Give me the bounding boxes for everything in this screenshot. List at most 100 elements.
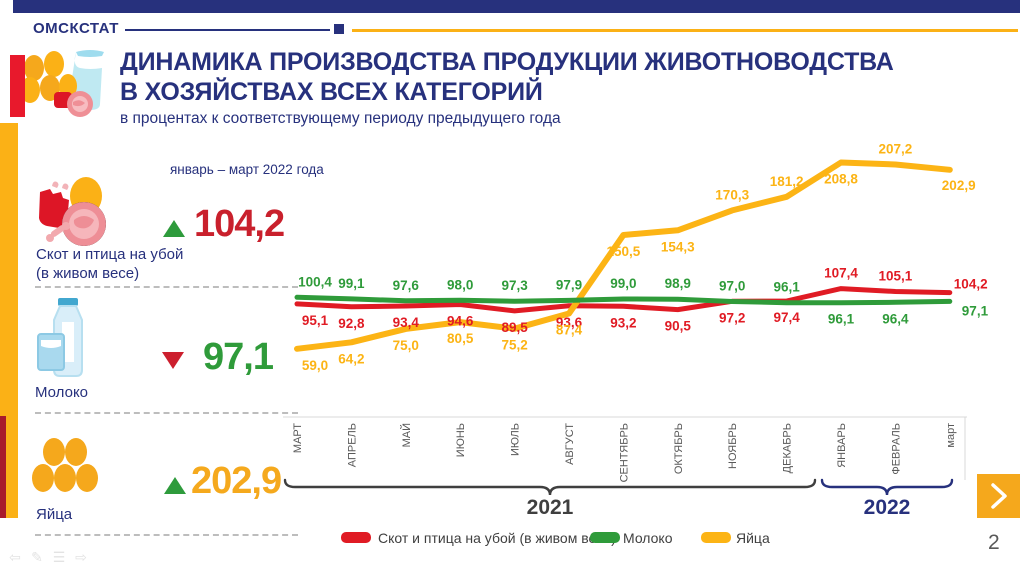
legend-label-meat: Скот и птица на убой (в живом весе) <box>378 530 616 546</box>
data-label-series1: 97,3 <box>501 278 528 293</box>
data-label-series2: 87,4 <box>556 323 583 338</box>
separator-dashed-3 <box>35 534 298 536</box>
series-line-0 <box>294 286 953 314</box>
kpi-milk-down-arrow-icon <box>162 352 184 369</box>
left-accent-darkred <box>0 416 6 518</box>
menu-icon[interactable]: ☰ <box>52 549 66 565</box>
presenter-controls: ⇦ ✎ ☰ ⇨ <box>8 549 88 566</box>
data-label-series1: 96,4 <box>882 311 909 326</box>
month-label: МАРТ <box>292 423 304 453</box>
data-label-series1: 99,0 <box>610 276 636 291</box>
data-label-series2: 64,2 <box>338 351 364 366</box>
data-label-series0: 95,1 <box>302 313 329 328</box>
slide-title-line1: ДИНАМИКА ПРОИЗВОДСТВА ПРОДУКЦИИ ЖИВОТНОВ… <box>120 48 894 76</box>
data-label-series0: 90,5 <box>665 319 692 334</box>
kpi-meat-label: Скот и птица на убой (в живом весе) <box>36 246 184 282</box>
data-label-series1: 98,0 <box>447 277 473 292</box>
separator-dashed-1 <box>35 286 298 288</box>
meat-icon <box>30 176 112 253</box>
data-label-series0: 93,6 <box>556 315 583 330</box>
milk-icon <box>36 296 94 389</box>
data-label-series0: 93,4 <box>393 315 420 330</box>
series-line-2 <box>294 159 953 352</box>
month-label: ДЕКАБРЬ <box>782 423 794 473</box>
data-label-series0: 107,4 <box>824 266 858 281</box>
data-label-series2: 207,2 <box>879 142 913 157</box>
data-label-series0: 94,6 <box>447 314 474 329</box>
data-label-series1: 97,1 <box>962 303 989 318</box>
line-chart: 95,1 92,8 93,4 94,6 89,5 93,6 93,2 90,5 97,2 97,4… <box>283 142 989 519</box>
data-label-series0: 104,2 <box>954 277 988 292</box>
eggs-icon <box>32 436 98 501</box>
food-products-icon <box>18 44 110 125</box>
month-label: МАЙ <box>400 423 413 447</box>
header-divider-orange <box>352 29 1018 32</box>
data-label-series1: 99,1 <box>338 276 365 291</box>
month-label: ИЮНЬ <box>455 423 467 457</box>
data-label-series0: 97,2 <box>719 310 745 325</box>
month-label: ФЕВРАЛЬ <box>890 423 902 475</box>
page-number: 2 <box>988 531 1000 554</box>
year-2021-bracket <box>283 478 817 496</box>
kpi-meat-up-arrow-icon <box>163 220 185 237</box>
data-label-series1: 96,1 <box>773 280 800 295</box>
brand-logo-text: ОМСКСТАТ <box>33 20 119 37</box>
data-label-series0: 105,1 <box>879 269 913 284</box>
kpi-eggs-label: Яйца <box>36 506 73 523</box>
data-label-series2: 208,8 <box>824 172 858 187</box>
data-label-series2: 170,3 <box>715 187 749 202</box>
data-label-series1: 97,6 <box>393 278 420 293</box>
data-label-series0: 97,4 <box>773 310 800 325</box>
legend-swatch-milk <box>590 532 620 543</box>
year-2022-label: 2022 <box>864 496 911 519</box>
data-label-series2: 75,2 <box>501 338 527 353</box>
separator-dashed-2 <box>35 412 298 414</box>
data-label-series2: 181,2 <box>770 174 804 189</box>
data-label-series2: 80,5 <box>447 331 474 346</box>
top-accent-bar <box>13 0 1020 13</box>
data-label-series0: 89,5 <box>501 320 528 335</box>
year-2022-bracket <box>820 478 954 496</box>
data-label-series1: 98,9 <box>665 276 691 291</box>
legend-label-milk: Молоко <box>623 530 673 546</box>
kpi-eggs-value: 202,9 <box>191 460 282 502</box>
month-label: АПРЕЛЬ <box>346 423 358 467</box>
month-label: НОЯБРЬ <box>727 423 739 469</box>
left-accent-red <box>10 55 25 117</box>
data-label-series2: 59,0 <box>302 358 328 373</box>
month-label: ЯНВАРЬ <box>836 423 848 468</box>
legend-swatch-meat <box>341 532 371 543</box>
series-line-1 <box>294 294 953 306</box>
data-label-series1: 97,0 <box>719 279 745 294</box>
header-divider-blue <box>125 29 330 31</box>
data-label-series1: 96,1 <box>828 312 855 327</box>
legend-swatch-eggs <box>701 532 731 543</box>
year-2021-label: 2021 <box>527 496 574 519</box>
next-slide-button[interactable] <box>977 474 1020 518</box>
data-label-series2: 202,9 <box>942 178 976 193</box>
kpi-eggs-up-arrow-icon <box>164 477 186 494</box>
month-label: АВГУСТ <box>564 423 576 465</box>
data-label-series2: 75,0 <box>393 338 419 353</box>
slide-title-line2: В ХОЗЯЙСТВАХ ВСЕХ КАТЕГОРИЙ <box>120 78 543 106</box>
legend-label-eggs: Яйца <box>736 530 770 546</box>
slide-subtitle: в процентах к соответствующему периоду п… <box>120 110 561 127</box>
data-label-series1: 100,4 <box>298 274 332 289</box>
data-label-series0: 93,2 <box>610 315 636 330</box>
month-label: СЕНТЯБРЬ <box>618 423 630 482</box>
month-label: ИЮЛЬ <box>510 423 522 456</box>
pen-icon[interactable]: ✎ <box>31 549 43 565</box>
period-note: январь – март 2022 года <box>170 162 324 177</box>
kpi-milk-label: Молоко <box>35 384 89 401</box>
data-label-series1: 97,9 <box>556 277 582 292</box>
chevron-right-icon <box>990 483 1007 509</box>
prev-arrow-icon[interactable]: ⇦ <box>9 549 21 565</box>
next-arrow-icon[interactable]: ⇨ <box>75 549 87 565</box>
header-square-marker <box>334 24 344 34</box>
data-label-series2: 150,5 <box>607 244 641 259</box>
month-label: ОКТЯБРЬ <box>673 423 685 474</box>
kpi-meat-value: 104,2 <box>194 203 285 245</box>
data-label-series0: 92,8 <box>338 316 365 331</box>
slide-title: ДИНАМИКА ПРОИЗВОДСТВА ПРОДУКЦИИ ЖИВОТНОВ… <box>120 47 1000 107</box>
